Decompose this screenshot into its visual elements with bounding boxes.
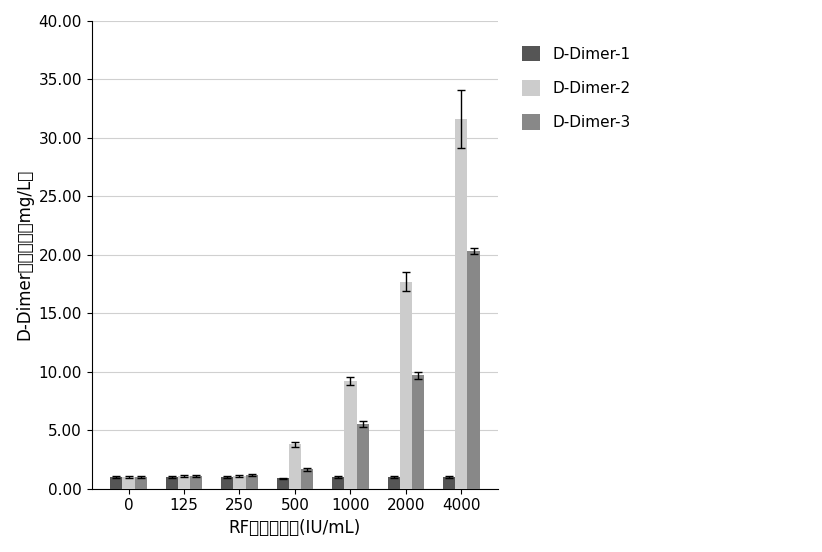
Bar [289, 444, 301, 489]
Bar [110, 477, 122, 489]
Y-axis label: D-Dimer测试浓度（mg/L）: D-Dimer测试浓度（mg/L） [15, 169, 33, 341]
Bar [412, 375, 424, 489]
Bar [246, 475, 258, 489]
Bar [135, 477, 147, 489]
Legend: D-Dimer-1, D-Dimer-2, D-Dimer-3: D-Dimer-1, D-Dimer-2, D-Dimer-3 [514, 38, 638, 138]
Bar [122, 477, 135, 489]
Bar [399, 282, 412, 489]
Bar [221, 477, 233, 489]
Bar [388, 477, 399, 489]
Bar [190, 476, 202, 489]
Bar [443, 477, 455, 489]
Bar [233, 476, 246, 489]
Bar [468, 251, 480, 489]
Bar [277, 478, 289, 489]
Bar [166, 477, 178, 489]
Bar [301, 469, 313, 489]
Bar [332, 477, 344, 489]
Bar [178, 476, 190, 489]
X-axis label: RF干扰物浓度(IU/mL): RF干扰物浓度(IU/mL) [229, 519, 361, 537]
Bar [357, 424, 369, 489]
Bar [344, 381, 357, 489]
Bar [455, 119, 468, 489]
